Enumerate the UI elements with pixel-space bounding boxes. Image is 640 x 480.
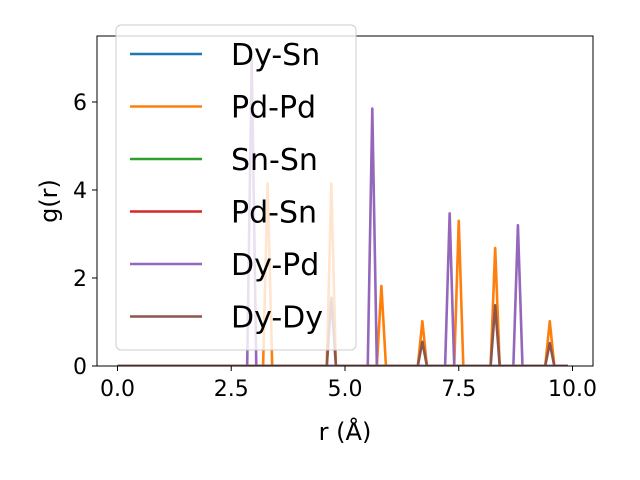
y-axis: 0 2 4 6: [73, 91, 97, 380]
legend-label: Dy-Pd: [231, 248, 319, 283]
legend-label: Dy-Sn: [231, 38, 320, 73]
legend: Dy-Sn Pd-Pd Sn-Sn Pd-Sn Dy-Pd Dy-Dy: [115, 24, 357, 351]
y-axis-label: g(r): [35, 179, 63, 223]
x-axis-label: r (Å): [319, 417, 372, 446]
legend-label: Pd-Sn: [231, 196, 317, 231]
x-axis: 0.0 2.5 5.0 7.5 10.0: [100, 366, 597, 402]
legend-label: Pd-Pd: [231, 91, 316, 126]
series-line-pd-pd: [117, 182, 568, 366]
x-tick-label: 5.0: [328, 377, 363, 402]
y-tick-label: 6: [73, 91, 87, 116]
x-tick-label: 10.0: [548, 377, 597, 402]
legend-label: Sn-Sn: [231, 143, 318, 178]
x-tick-label: 7.5: [441, 377, 476, 402]
y-tick-label: 0: [73, 355, 87, 380]
x-tick-label: 2.5: [214, 377, 249, 402]
y-tick-label: 2: [73, 267, 87, 292]
x-tick-label: 0.0: [100, 377, 135, 402]
legend-label: Dy-Dy: [231, 301, 323, 336]
y-tick-label: 4: [73, 179, 87, 204]
